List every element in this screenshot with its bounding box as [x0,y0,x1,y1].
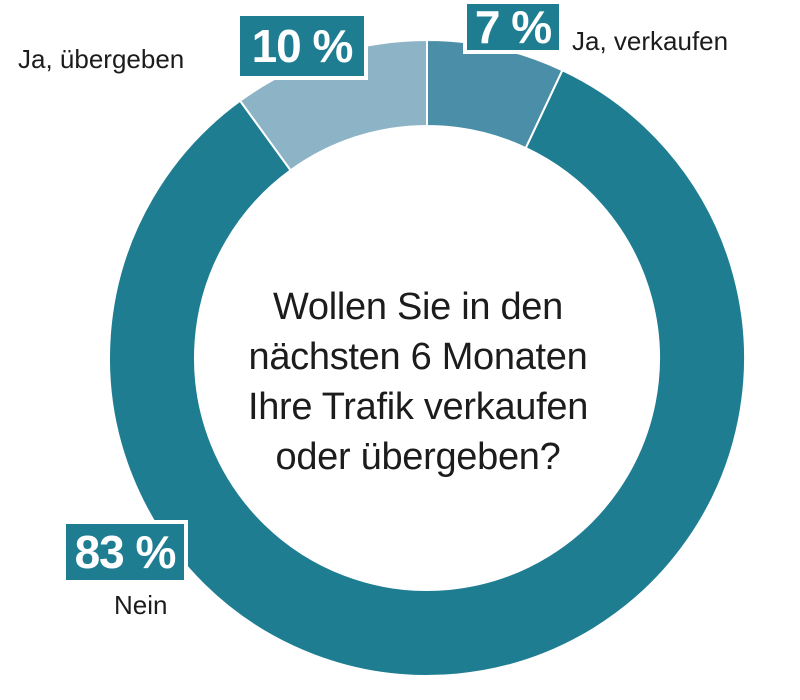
value-label-ja-uebergeben: 10 % [236,12,368,80]
chart-title: Wollen Sie in den nächsten 6 Monaten Ihr… [228,282,608,482]
value-label-nein: 83 % [62,520,188,584]
slice-label-nein: Nein [114,590,168,620]
chart-title-line-3: Ihre Trafik verkaufen [247,386,589,428]
value-label-ja-verkaufen: 7 % [463,0,563,54]
slice-label-ja-uebergeben: Ja, übergeben [18,44,185,74]
donut-slice-nein [108,68,746,677]
chart-title-line-2: nächsten 6 Monaten [248,336,588,378]
chart-title-line-4: oder übergeben? [275,436,561,478]
slice-label-ja-verkaufen: Ja, verkaufen [572,26,729,56]
chart-title-line-1: Wollen Sie in den [273,286,563,328]
